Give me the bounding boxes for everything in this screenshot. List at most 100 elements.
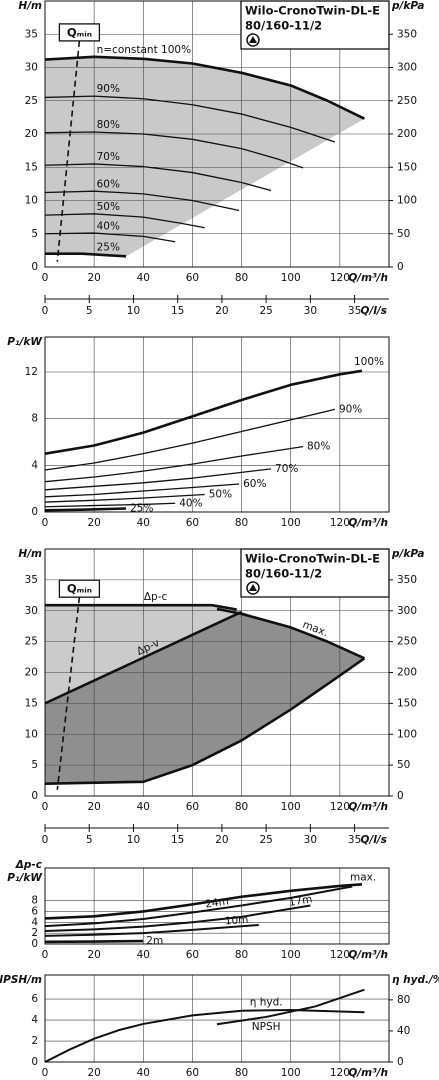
curve-label: 40% xyxy=(179,497,202,509)
y2-tick-label: 300 xyxy=(397,62,417,74)
y-tick-label: 5 xyxy=(31,759,38,771)
x-tick-label: 120 xyxy=(330,801,350,813)
curve xyxy=(44,55,365,120)
curve xyxy=(44,483,240,498)
y-axis-label: NPSH/m xyxy=(0,974,42,986)
y-tick-label: 15 xyxy=(25,697,38,709)
y-tick-label: 0 xyxy=(31,1056,38,1068)
y2-tick-label: 100 xyxy=(397,728,417,740)
curve-label: 50% xyxy=(97,201,120,213)
y2-tick-label: 80 xyxy=(397,994,410,1006)
x2-tick-label: 30 xyxy=(304,305,317,317)
title-box xyxy=(240,0,390,50)
curve xyxy=(44,468,272,491)
y-tick-label: 5 xyxy=(31,228,38,240)
y-tick-label: 10 xyxy=(25,195,38,207)
x2-tick-label: 5 xyxy=(86,305,93,317)
x-tick-label: 20 xyxy=(87,801,100,813)
y-tick-label: 10 xyxy=(25,728,38,740)
x-tick-label: 20 xyxy=(87,949,100,961)
curve xyxy=(44,232,176,243)
x-tick-label: 80 xyxy=(235,949,248,961)
curve xyxy=(216,988,365,1026)
qmin-label: Qₘᵢₙ xyxy=(67,25,92,39)
x-tick-label: 80 xyxy=(235,1067,248,1079)
y2-tick-label: 150 xyxy=(397,697,417,709)
x2-tick-label: 25 xyxy=(259,834,272,846)
y-tick-label: 15 xyxy=(25,161,38,173)
y-tick-label: 4 xyxy=(31,1014,38,1026)
x-tick-label: 60 xyxy=(186,949,199,961)
x-tick-label: 0 xyxy=(42,949,49,961)
curve-label: 100% xyxy=(354,356,384,368)
x-tick-label: 20 xyxy=(87,272,100,284)
curve xyxy=(216,607,365,660)
y-tick-label: 4 xyxy=(31,459,38,471)
curve-label: max. xyxy=(350,871,376,883)
x-tick-label: 40 xyxy=(137,949,150,961)
y-tick-label: 8 xyxy=(31,895,38,907)
curve xyxy=(45,603,237,611)
y2-tick-label: 350 xyxy=(397,28,417,40)
y2-tick-label: 0 xyxy=(397,790,404,802)
dp-v-range xyxy=(45,611,365,784)
x-tick-label: 120 xyxy=(330,1067,350,1079)
curve-label: 2m xyxy=(146,935,163,947)
curve xyxy=(44,95,336,143)
x-tick-label: 100 xyxy=(281,272,301,284)
y-axis-label: P₁/kW xyxy=(7,336,42,348)
y-tick-label: 0 xyxy=(31,790,38,802)
y-axis-label: Δp-c xyxy=(15,859,43,871)
curve-label: n=constant 100% xyxy=(97,44,191,56)
x2-tick-label: 15 xyxy=(171,834,184,846)
x2-tick-label: 30 xyxy=(304,834,317,846)
x2-tick-label: 10 xyxy=(127,834,140,846)
curve-label: 40% xyxy=(97,220,120,232)
title: Wilo-CronoTwin-DL-E xyxy=(245,4,380,18)
y2-axis-label: p/kPa xyxy=(391,0,424,12)
y2-axis-label: η hyd./% xyxy=(392,974,439,986)
y-tick-label: 35 xyxy=(25,28,38,40)
curve-label: 90% xyxy=(339,403,362,415)
curve xyxy=(44,493,205,503)
y-tick-label: 12 xyxy=(25,366,38,378)
x-tick-label: 60 xyxy=(186,801,199,813)
y-axis-label: H/m xyxy=(18,548,42,560)
y-tick-label: 2 xyxy=(31,927,38,939)
y2-tick-label: 100 xyxy=(397,195,417,207)
x-axis-label: Q/m³/h xyxy=(348,272,388,284)
y2-tick-label: 200 xyxy=(397,667,417,679)
x-axis-label: Q/m³/h xyxy=(348,517,388,529)
x-tick-label: 80 xyxy=(235,801,248,813)
y-tick-label: 35 xyxy=(25,574,38,586)
x2-tick-label: 15 xyxy=(171,305,184,317)
y2-axis-label: p/kPa xyxy=(391,548,424,560)
x-tick-label: 120 xyxy=(330,517,350,529)
x-tick-label: 60 xyxy=(186,1067,199,1079)
y-tick-label: 20 xyxy=(25,667,38,679)
x2-tick-label: 0 xyxy=(42,834,49,846)
y-tick-label: 25 xyxy=(25,636,38,648)
y-tick-label: 0 xyxy=(31,938,38,950)
y2-tick-label: 50 xyxy=(397,228,410,240)
qmin-label: Qₘᵢₙ xyxy=(67,582,92,596)
plot-frame xyxy=(44,548,390,797)
y-tick-label: 6 xyxy=(31,905,38,917)
plot-frame xyxy=(44,336,390,513)
y-tick-label: 6 xyxy=(31,993,38,1005)
x-tick-label: 40 xyxy=(137,272,150,284)
curve-label: 60% xyxy=(97,178,120,190)
x-axis-label: Q/m³/h xyxy=(348,949,388,961)
x2-tick-label: 20 xyxy=(215,305,228,317)
x-tick-label: 0 xyxy=(42,1067,49,1079)
y-tick-label: 30 xyxy=(25,605,38,617)
curve xyxy=(44,657,366,785)
x-tick-label: 0 xyxy=(42,517,49,529)
plot-frame xyxy=(44,0,390,268)
title: 80/160-11/2 xyxy=(245,19,322,33)
plot-frame xyxy=(44,867,390,945)
qmin-box xyxy=(58,23,101,42)
y2-tick-label: 250 xyxy=(397,95,417,107)
y-tick-label: 0 xyxy=(31,506,38,518)
